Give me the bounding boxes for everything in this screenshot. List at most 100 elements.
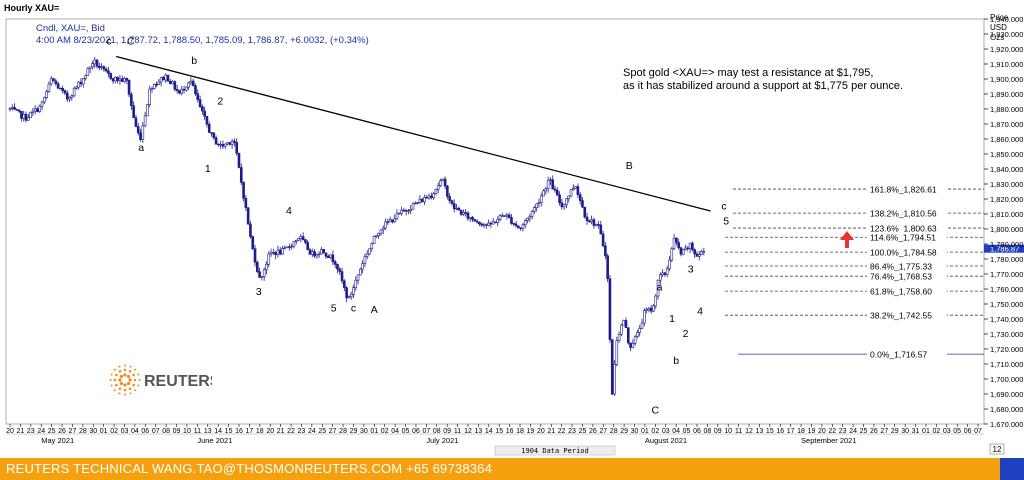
- candle-body: [86, 68, 90, 76]
- candle-body: [173, 81, 177, 90]
- candle-body: [604, 245, 607, 257]
- candle-body: [178, 90, 181, 94]
- candle-body: [324, 252, 328, 257]
- candle-body: [530, 211, 534, 217]
- x-tick-label: 20: [6, 428, 14, 435]
- candle-body: [63, 90, 67, 94]
- y-tick-label: 1,910.000: [990, 60, 1023, 69]
- candle-body: [391, 219, 394, 223]
- x-tick-label: 21: [547, 428, 555, 435]
- month-label: May 2021: [41, 436, 74, 445]
- x-tick-label: 02: [110, 428, 118, 435]
- candle-body: [77, 81, 80, 88]
- candle-body: [489, 222, 493, 225]
- fib-label: 100.0%_1,784.58: [870, 248, 937, 258]
- logo-dot: [132, 383, 135, 387]
- page-indicator-box[interactable]: [989, 443, 1005, 455]
- candle-body: [661, 272, 664, 276]
- x-tick-label: 16: [235, 428, 243, 435]
- candle-body: [320, 249, 323, 255]
- data-period-bar[interactable]: [494, 445, 616, 456]
- x-tick-label: 01: [641, 428, 649, 435]
- fib-label: 138.2%_1,810.56: [870, 209, 937, 219]
- candle-body: [75, 86, 78, 89]
- y-tick-label: 1,700.000: [990, 375, 1023, 384]
- candle-body: [688, 242, 692, 250]
- x-tick-label: 16: [506, 428, 514, 435]
- candle-body: [226, 142, 229, 145]
- fib-label-bg: [867, 232, 947, 243]
- candle-body: [139, 132, 142, 140]
- fib-label-bg: [867, 286, 947, 297]
- candle-body: [464, 212, 467, 214]
- x-tick-label: 02: [651, 428, 659, 435]
- fib-label-bg: [867, 349, 947, 360]
- wave-label: c: [351, 303, 356, 315]
- x-tick-label: 23: [27, 428, 35, 435]
- y-tick-label: 1,760.000: [990, 285, 1023, 294]
- candle-body: [361, 263, 364, 270]
- y-tick-label: 1,830.000: [990, 180, 1023, 189]
- candle-body: [120, 78, 124, 82]
- candle-body: [668, 259, 671, 270]
- candle-body: [473, 219, 477, 222]
- candle-body: [533, 207, 536, 212]
- footer-text: REUTERS TECHNICAL WANG.TAO@THOSMONREUTER…: [6, 461, 493, 476]
- candle-body: [306, 242, 309, 250]
- candle-body: [468, 216, 472, 219]
- candle-body: [372, 236, 376, 245]
- y-axis-label: USD: [990, 23, 1007, 32]
- x-tick-label: 25: [579, 428, 587, 435]
- x-tick-label: 17: [787, 428, 795, 435]
- candle-body: [542, 190, 545, 197]
- x-tick-label: 10: [183, 428, 191, 435]
- logo-dot: [113, 368, 116, 371]
- candle-body: [601, 233, 605, 247]
- candle-body: [235, 142, 238, 154]
- x-tick-label: 24: [37, 428, 45, 435]
- y-tick-label: 1,850.000: [990, 150, 1023, 159]
- candle-body: [258, 271, 261, 278]
- fib-label-bg: [867, 247, 947, 258]
- fib-label: 123.6%_1,800.63: [870, 224, 937, 234]
- candle-body: [276, 249, 280, 256]
- candle-body: [13, 107, 16, 110]
- page-indicator: 12: [993, 445, 1002, 454]
- candle-body: [10, 107, 14, 109]
- candle-body: [386, 221, 390, 223]
- candle-body: [496, 219, 500, 224]
- candle-body: [381, 227, 385, 231]
- candle-body: [17, 109, 21, 112]
- candle-body: [8, 108, 12, 110]
- wave-label: A: [371, 304, 378, 316]
- wave-label: 5: [723, 216, 729, 228]
- resistance-arrow-icon: [840, 231, 854, 248]
- candle-body: [535, 203, 538, 208]
- candle-body: [679, 247, 683, 255]
- x-tick-label: 29: [891, 428, 899, 435]
- candle-body: [297, 238, 300, 241]
- candle-body: [572, 187, 575, 191]
- candle-body: [643, 310, 646, 324]
- x-tick-label: 26: [870, 428, 878, 435]
- candle-body: [702, 251, 706, 253]
- candle-body: [194, 85, 197, 95]
- candle-body: [20, 111, 23, 119]
- logo-dot: [123, 383, 127, 387]
- candle-body: [125, 78, 129, 81]
- candle-body: [491, 221, 495, 225]
- x-tick-label: 08: [433, 428, 441, 435]
- logo-dot: [115, 383, 118, 387]
- candle-body: [432, 193, 435, 198]
- fib-label-bg: [867, 310, 947, 321]
- candle-body: [143, 115, 147, 127]
- candle-body: [567, 195, 571, 200]
- wave-label: 3: [688, 264, 694, 276]
- candle-body: [365, 253, 369, 257]
- x-tick-label: 21: [277, 428, 285, 435]
- candle-body: [379, 229, 383, 234]
- candle-body: [49, 78, 53, 85]
- candle-body: [599, 224, 603, 235]
- candlesticks: 1,786.87: [8, 56, 1024, 396]
